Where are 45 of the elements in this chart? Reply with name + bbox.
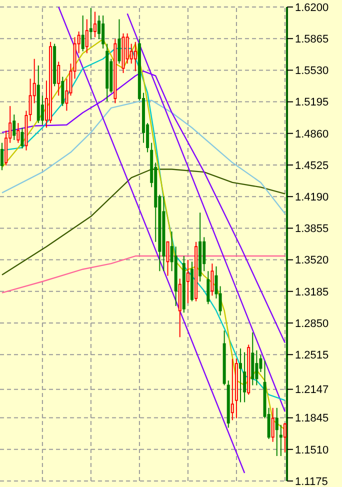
candlestick: [81, 14, 84, 52]
y-tick-label: 1.1510: [295, 444, 329, 456]
y-tick-label: 1.6200: [295, 2, 329, 14]
y-tick-label: 1.1845: [295, 412, 329, 425]
y-tick-label: 1.2147: [295, 384, 329, 396]
candlestick: [93, 11, 96, 38]
candlestick: [61, 76, 64, 107]
candlestick: [57, 61, 60, 96]
candlestick: [102, 14, 105, 50]
candlestick: [279, 424, 282, 457]
candlestick: [255, 350, 258, 386]
y-tick-label: 1.4860: [295, 128, 329, 140]
y-tick-label: 1.2515: [295, 350, 329, 362]
candlestick: [275, 407, 278, 457]
y-tick-label: 1.5530: [295, 65, 329, 78]
candlestick: [12, 114, 16, 141]
y-tick-label: 1.3520: [295, 254, 329, 267]
candlestick: [230, 358, 234, 421]
candlestick: [206, 270, 210, 305]
candlestick: [210, 263, 214, 296]
candlestick: [89, 7, 92, 40]
line-series: [1, 255, 286, 294]
y-tick-label: 1.2850: [295, 318, 329, 330]
candlestick: [20, 127, 24, 149]
candlestick: [186, 259, 190, 304]
candlestick: [16, 122, 20, 144]
candlestick: [85, 18, 88, 54]
candlestick: [283, 422, 286, 453]
y-tick-label: 1.1175: [295, 476, 328, 487]
candlestick: [118, 18, 121, 64]
candlestick: [0, 142, 4, 171]
candlestick: [134, 41, 137, 72]
y-tick-label: 1.4190: [295, 192, 329, 204]
line-series: [1, 168, 286, 276]
candlestick: [166, 241, 170, 276]
y-tick-label: 1.4525: [295, 160, 329, 172]
candlestick: [239, 348, 242, 403]
y-tick-label: 1.5865: [295, 34, 329, 46]
line-series: [1, 100, 286, 214]
candlestick: [271, 407, 274, 442]
candlestick: [243, 352, 246, 403]
y-tick-label: 1.3855: [295, 223, 329, 236]
y-tick-label: 1.3185: [295, 286, 329, 298]
y-tick-label: 1.5195: [295, 96, 329, 109]
candlestick: [28, 78, 32, 122]
